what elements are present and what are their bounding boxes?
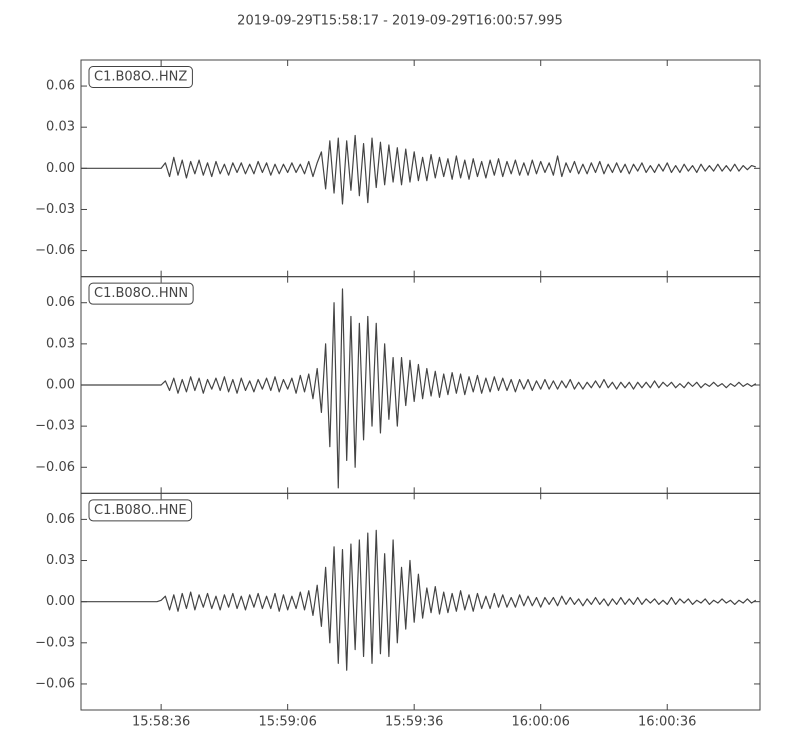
panel (81, 134, 756, 205)
y-tick-label: −0.03 (35, 202, 75, 217)
series-label-box (88, 282, 194, 305)
chart-title: 2019-09-29T15:58:17 - 2019-09-29T16:00:5… (237, 14, 563, 29)
series-label-box (88, 66, 193, 88)
waveform (81, 529, 757, 671)
y-tick-label: 0.00 (46, 594, 75, 609)
series-label: C1.B08O..HNN (94, 286, 188, 301)
x-tick-label: 16:00:06 (512, 715, 570, 730)
y-tick-label: 0.03 (46, 120, 75, 135)
panel (81, 529, 757, 671)
y-tick-label: 0.06 (46, 512, 75, 527)
x-tick-label: 16:00:36 (638, 715, 696, 730)
y-tick-label: 0.00 (46, 161, 75, 176)
y-tick-label: −0.06 (35, 243, 75, 258)
y-tick-label: −0.03 (35, 419, 75, 434)
x-tick-label: 15:59:36 (385, 715, 443, 730)
waveform (81, 134, 756, 205)
x-tick-label: 15:59:06 (258, 715, 316, 730)
y-tick-label: −0.03 (35, 635, 75, 650)
y-tick-label: 0.03 (46, 336, 75, 351)
panel (81, 288, 757, 489)
panel-frame (80, 492, 761, 711)
series-label: C1.B08O..HNZ (94, 70, 187, 85)
series-label: C1.B08O..HNE (94, 503, 187, 518)
y-tick-label: 0.06 (46, 79, 75, 94)
series-label-box (88, 499, 193, 522)
y-tick-label: 0.00 (46, 378, 75, 393)
waveform (81, 288, 757, 489)
x-tick-label: 15:58:36 (132, 715, 190, 730)
y-tick-label: −0.06 (35, 460, 75, 475)
y-tick-label: 0.06 (46, 295, 75, 310)
y-tick-label: 0.03 (46, 553, 75, 568)
y-tick-label: −0.06 (35, 676, 75, 691)
